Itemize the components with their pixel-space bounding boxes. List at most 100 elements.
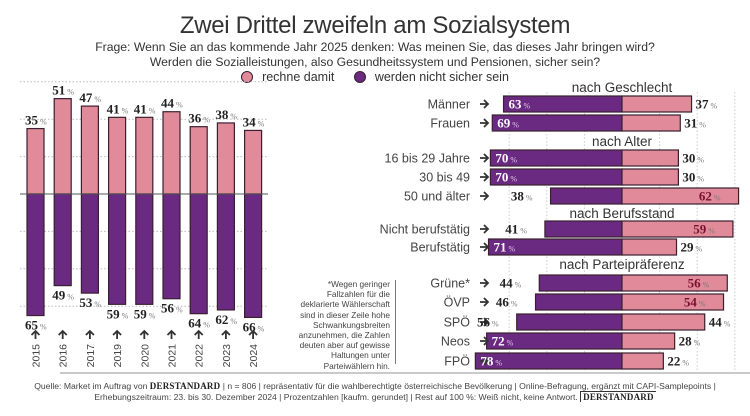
question-label: Frage: — [95, 40, 131, 54]
bar-expect — [621, 149, 680, 167]
row-label: 50 und älter — [404, 190, 470, 204]
value-label-not-sure: 72% — [492, 334, 514, 349]
value-label-expect-2022: 36% — [188, 111, 210, 126]
tick-label-year: 2017 — [85, 344, 97, 368]
value-label-not-sure: 63% — [509, 97, 531, 112]
value-label-expect: 22% — [667, 354, 689, 369]
value-label-not-sure: 41% — [505, 222, 527, 237]
arrow-right-icon — [480, 317, 490, 327]
arrow-right-icon — [480, 172, 490, 182]
bar-expect — [621, 220, 734, 238]
row-label: Neos — [441, 335, 470, 349]
tick-label-year: 2016 — [58, 344, 70, 368]
tick-label-year: 2021 — [167, 344, 179, 368]
bar-not-sure — [516, 313, 623, 331]
bar-expect — [621, 187, 740, 205]
group-header: nach Alter — [592, 134, 653, 149]
row-label: 16 bis 29 Jahre — [385, 152, 471, 166]
legend-swatch-purple — [353, 71, 366, 83]
source-period: Erhebungszeitraum: 23. bis 30. Dezember … — [94, 392, 578, 402]
value-label-expect-2015: 35% — [25, 113, 47, 128]
arrow-up-icon — [248, 329, 258, 339]
bar-expect — [621, 274, 728, 292]
value-label-not-sure-2020: 59% — [134, 306, 156, 321]
legend-item-not-sure: werden nicht sicher sein — [353, 70, 509, 84]
bar-expect — [621, 293, 725, 311]
brand-logo: DERSTANDARD — [580, 391, 656, 402]
value-label-expect-2019: 41% — [107, 101, 129, 116]
value-label-expect-2016: 51% — [52, 83, 74, 98]
value-label-not-sure-2019: 59% — [107, 306, 129, 321]
arrow-up-icon — [166, 329, 177, 339]
value-label-not-sure-2015: 65% — [25, 318, 47, 333]
tick-label-year: 2019 — [112, 344, 124, 368]
bar-expect — [621, 352, 664, 370]
group-header: nach Parteipräferenz — [559, 257, 685, 272]
row-label: Männer — [428, 98, 470, 112]
tick-label-year: 2024 — [248, 344, 260, 368]
question-line-2: Werden die Sozialleistungen, also Gesund… — [149, 55, 601, 69]
source-brand: DERSTANDARD — [149, 381, 221, 391]
value-label-expect: 54% — [684, 295, 706, 310]
arrow-right-icon — [480, 278, 490, 288]
value-label-expect: 31% — [684, 116, 706, 131]
chart-title: Zwei Drittel zweifeln am Sozialsystem — [179, 12, 571, 39]
tick-label-year: 2023 — [221, 344, 233, 368]
arrow-up-icon — [30, 329, 41, 339]
row-label: Berufstätig — [410, 241, 470, 255]
value-label-not-sure: 44% — [500, 276, 522, 291]
value-label-not-sure: 38% — [511, 189, 533, 204]
value-label-expect-2017: 47% — [79, 90, 101, 105]
row-label: SPÖ — [444, 316, 471, 330]
value-label-expect-2023: 38% — [215, 107, 237, 122]
source-prefix: Quelle: Market im Auftrag von — [34, 381, 148, 391]
legend-label-expect: rechne damit — [262, 70, 335, 84]
value-label-expect: 44% — [709, 315, 731, 330]
arrow-up-icon — [221, 329, 231, 339]
row-label: 30 bis 49 — [419, 171, 470, 185]
legend: rechne damit werden nicht sicher sein — [0, 70, 750, 86]
source-line-2: Erhebungszeitraum: 23. bis 30. Dezember … — [0, 391, 750, 403]
arrow-right-icon — [480, 191, 490, 201]
row-label: Nicht berufstätig — [380, 223, 470, 237]
arrow-right-icon — [480, 153, 490, 163]
arrow-right-icon — [480, 336, 490, 346]
arrow-right-icon — [480, 99, 490, 109]
value-label-not-sure: 78% — [480, 354, 502, 369]
arrow-right-icon — [480, 118, 490, 128]
legend-swatch-pink — [241, 71, 254, 83]
value-label-expect: 37% — [696, 97, 718, 112]
tick-label-year: 2020 — [139, 344, 151, 368]
bar-expect — [621, 168, 680, 186]
value-label-expect: 59% — [693, 222, 715, 237]
bar-expect — [621, 238, 678, 256]
value-label-expect-2024: 34% — [243, 114, 265, 129]
breakdown-chart: nach Geschlecht Männer 63% 37 % Frauen 69% 31 % n… — [60, 80, 750, 374]
footnote-divider — [395, 280, 396, 364]
tick-label-year: 2022 — [194, 344, 206, 368]
value-label-not-sure: 46% — [496, 295, 518, 310]
time-series-chart: 35 % 65 % 2015 51 % 49 % 2016 47 % 53 % 2017 41 % 59 % 2019… — [20, 81, 268, 368]
row-label: FPÖ — [444, 355, 470, 369]
arrow-right-icon — [480, 224, 490, 234]
arrow-right-icon — [480, 297, 490, 307]
group-header: nach Berufsstand — [569, 206, 674, 221]
row-label: ÖVP — [444, 296, 470, 310]
value-label-not-sure: 69% — [497, 116, 519, 131]
bar-expect — [621, 114, 681, 132]
value-label-not-sure-2022: 64% — [188, 316, 210, 331]
value-label-not-sure: 70% — [495, 170, 517, 185]
row-label: Grüne* — [430, 277, 470, 291]
question-text-1: Wenn Sie an das kommende Jahr 2025 denke… — [133, 40, 655, 54]
value-label-expect: 29% — [681, 240, 703, 255]
row-label: Frauen — [430, 117, 470, 131]
bar-expect — [621, 332, 676, 350]
value-label-expect-2020: 41% — [134, 101, 156, 116]
bar-expect — [621, 95, 693, 113]
value-label-not-sure-2017: 53% — [79, 295, 101, 310]
value-label-not-sure-2016: 49% — [52, 288, 74, 303]
legend-label-not-sure: werden nicht sicher sein — [374, 70, 509, 84]
source-line-1: Quelle: Market im Auftrag von DERSTANDAR… — [0, 381, 750, 392]
arrow-up-icon — [85, 329, 95, 339]
value-label-not-sure-2021: 56% — [161, 301, 183, 316]
